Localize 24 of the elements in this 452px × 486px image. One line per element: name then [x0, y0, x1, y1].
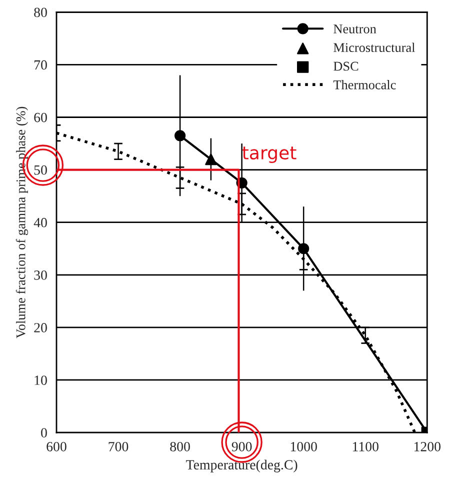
- y-tick-label: 30: [34, 270, 47, 280]
- point: [205, 153, 217, 166]
- y-tick-label: 0: [41, 428, 47, 438]
- legend-label: Thermocalc: [333, 80, 396, 90]
- x-tick-label: 800: [170, 442, 190, 452]
- legend-label: Microstructural: [334, 42, 415, 52]
- x-axis-title: Temperature(deg.C): [186, 460, 298, 472]
- legend-label: Neutron: [334, 24, 376, 34]
- legend-label: DSC: [334, 62, 358, 71]
- y-tick-label: 10: [34, 376, 47, 385]
- y-tick-label: 20: [34, 323, 47, 332]
- y-tick-label: 50: [34, 165, 47, 175]
- x-tick-label: 600: [46, 442, 66, 452]
- y-tick-label: 60: [34, 112, 47, 122]
- x-tick-label: 700: [108, 442, 128, 452]
- x-tick-label: 1000: [290, 442, 317, 452]
- y-tick-label: 80: [34, 8, 47, 18]
- point: [174, 130, 186, 142]
- point: [298, 243, 310, 254]
- y-tick-label: 40: [34, 218, 47, 228]
- y-tick-label: 70: [34, 60, 47, 70]
- x-tick-label: 1100: [352, 442, 378, 452]
- x-tick-label: 900: [232, 442, 252, 452]
- x-tick-label: 1200: [414, 442, 440, 452]
